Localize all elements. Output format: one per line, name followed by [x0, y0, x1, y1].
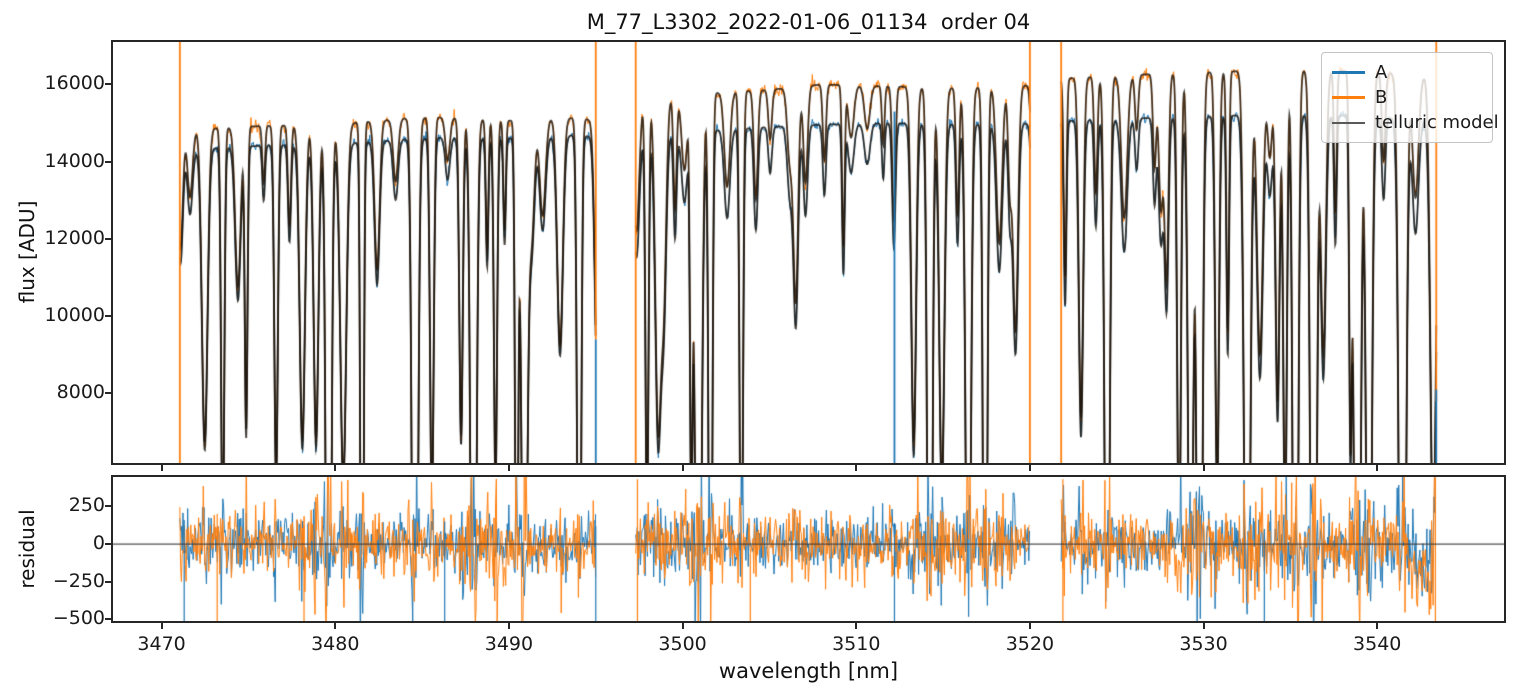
y-tick-label: 12000: [44, 226, 105, 249]
y-tick-label: −500: [52, 607, 105, 630]
x-tick-label: 3520: [1005, 633, 1055, 655]
y-tick: [105, 543, 111, 546]
legend-line-a: [1332, 71, 1365, 74]
y-tick-label: 14000: [44, 149, 105, 172]
y-tick: [105, 618, 111, 621]
legend-entry-a: A: [1332, 60, 1482, 85]
x-tick: [160, 465, 163, 471]
legend-line-telluric-model: [1332, 121, 1365, 124]
x-tick-label: 3490: [484, 633, 534, 655]
y-tick: [105, 392, 111, 395]
y-tick: [105, 505, 111, 508]
y-tick: [105, 237, 111, 240]
x-tick: [160, 623, 163, 629]
x-tick: [507, 465, 510, 471]
legend-line-b: [1332, 96, 1365, 99]
legend-entry-telluric: telluric model: [1332, 110, 1499, 135]
x-tick-label: 3500: [658, 633, 707, 655]
y-tick-label: 0: [92, 532, 105, 555]
x-tick-label: 3510: [832, 633, 881, 655]
x-tick-label: 3470: [137, 633, 186, 655]
x-tick: [334, 623, 337, 629]
x-tick: [1376, 465, 1379, 471]
y-tick-label: 10000: [44, 304, 105, 327]
flux-plot-canvas: [113, 42, 1504, 463]
x-tick-label: 3530: [1179, 633, 1228, 655]
legend: A B telluric model: [1321, 52, 1499, 143]
x-tick: [1028, 465, 1031, 471]
y-tick: [105, 160, 111, 163]
wavelength-axis-label: wavelength [nm]: [718, 659, 899, 683]
x-tick-label: 3480: [311, 633, 360, 655]
y-tick-label: 250: [68, 494, 105, 517]
x-tick: [507, 623, 510, 629]
y-tick-label: 8000: [56, 381, 105, 404]
residual-plot-canvas: [113, 477, 1504, 621]
legend-entry-b: B: [1332, 85, 1482, 110]
y-tick: [105, 315, 111, 318]
y-tick: [105, 83, 111, 86]
legend-label-b: B: [1375, 87, 1388, 108]
legend-label-a: A: [1375, 62, 1388, 83]
x-tick: [855, 623, 858, 629]
x-tick: [334, 465, 337, 471]
x-tick-label: 3540: [1353, 633, 1402, 655]
y-tick: [105, 580, 111, 583]
residual-axes: [111, 475, 1506, 623]
legend-label-telluric-model: telluric model: [1375, 112, 1499, 133]
x-tick: [681, 623, 684, 629]
x-tick: [1202, 465, 1205, 471]
x-tick: [1202, 623, 1205, 629]
y-tick-label: −250: [52, 569, 105, 592]
x-tick: [1028, 623, 1031, 629]
flux-axes: A B telluric model: [111, 40, 1506, 465]
x-tick: [1376, 623, 1379, 629]
plot-title: M_77_L3302_2022-01-06_01134 order 04: [586, 10, 1031, 34]
y-tick-label: 16000: [44, 72, 105, 95]
x-tick: [681, 465, 684, 471]
x-tick: [855, 465, 858, 471]
